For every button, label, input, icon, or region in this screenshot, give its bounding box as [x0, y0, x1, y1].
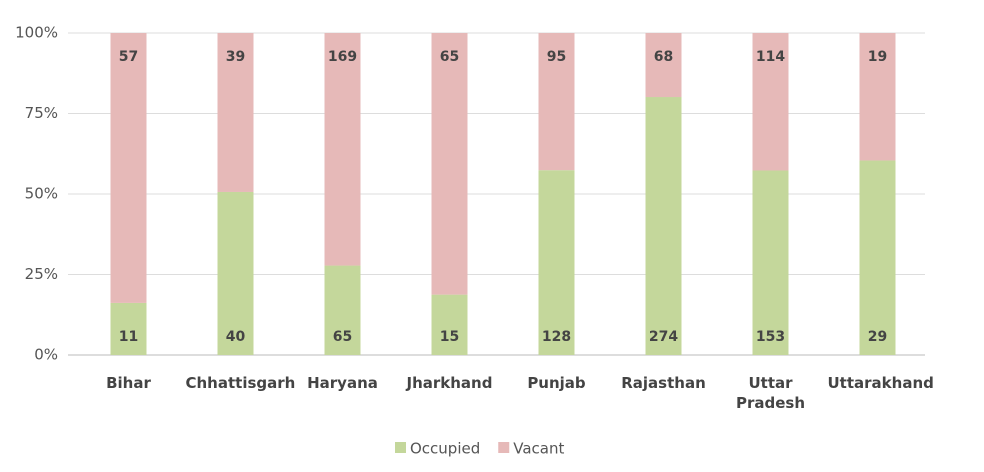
x-tick-label: Jharkhand	[406, 374, 493, 392]
y-tick-label: 0%	[34, 346, 58, 364]
data-label: 65	[440, 49, 459, 65]
x-tick-label-box: Punjab	[457, 373, 657, 393]
data-label: 15	[440, 329, 459, 345]
bar-segment	[110, 33, 147, 303]
x-tick-label: Uttar Pradesh	[735, 374, 806, 412]
bar-segment	[752, 170, 789, 355]
bar-segment	[431, 33, 468, 295]
x-tick-label-box: Haryana	[243, 373, 443, 393]
x-tick-label: Rajasthan	[621, 374, 706, 392]
bar-segment	[324, 265, 361, 355]
data-label: 153	[756, 329, 785, 345]
y-tick-label: 50%	[25, 185, 58, 203]
data-label: 19	[868, 49, 887, 65]
x-tick-label-box: Chhattisgarh	[136, 373, 336, 393]
bar-segment	[217, 33, 254, 192]
bar-segment	[217, 191, 254, 355]
x-tick-label: Punjab	[527, 374, 586, 392]
bar-segment	[324, 33, 361, 266]
data-label: 68	[654, 49, 673, 65]
bar-segment	[110, 302, 147, 355]
bar-segment	[752, 33, 789, 171]
bar-segment	[431, 294, 468, 355]
y-tick-label: 25%	[25, 265, 58, 283]
legend-swatch	[498, 442, 510, 453]
data-label: 169	[328, 49, 357, 65]
x-tick-label-box: Bihar	[29, 373, 229, 393]
bar-segment	[538, 170, 575, 355]
data-label: 39	[226, 49, 245, 65]
data-label: 65	[333, 329, 352, 345]
bar-segment	[859, 160, 896, 355]
data-label: 40	[226, 329, 246, 345]
bar-segment	[859, 33, 896, 161]
bar-segment	[645, 33, 682, 98]
data-label: 95	[547, 49, 566, 65]
data-label: 128	[542, 329, 571, 345]
x-tick-label-box: Jharkhand	[350, 373, 550, 393]
legend-label: Occupied	[410, 440, 480, 458]
data-label: 57	[119, 49, 138, 65]
bar-segment	[645, 97, 682, 356]
y-tick-label: 75%	[25, 104, 58, 122]
x-tick-label-box: Rajasthan	[564, 373, 764, 393]
data-label: 274	[649, 329, 678, 345]
x-tick-label: Uttarakhand	[827, 374, 934, 392]
data-label: 114	[756, 49, 785, 65]
x-tick-label: Bihar	[106, 374, 151, 392]
legend-swatch	[395, 442, 406, 453]
legend-label: Vacant	[513, 440, 564, 458]
x-tick-label-box: Uttar Pradesh	[671, 373, 871, 413]
data-label: 29	[868, 329, 887, 345]
data-label: 11	[119, 329, 138, 345]
x-tick-label-box: Uttarakhand	[778, 373, 978, 393]
x-tick-label: Chhattisgarh	[185, 374, 296, 392]
y-tick-label: 100%	[15, 24, 58, 42]
x-tick-label: Haryana	[307, 374, 378, 392]
bar-segment	[538, 33, 575, 171]
